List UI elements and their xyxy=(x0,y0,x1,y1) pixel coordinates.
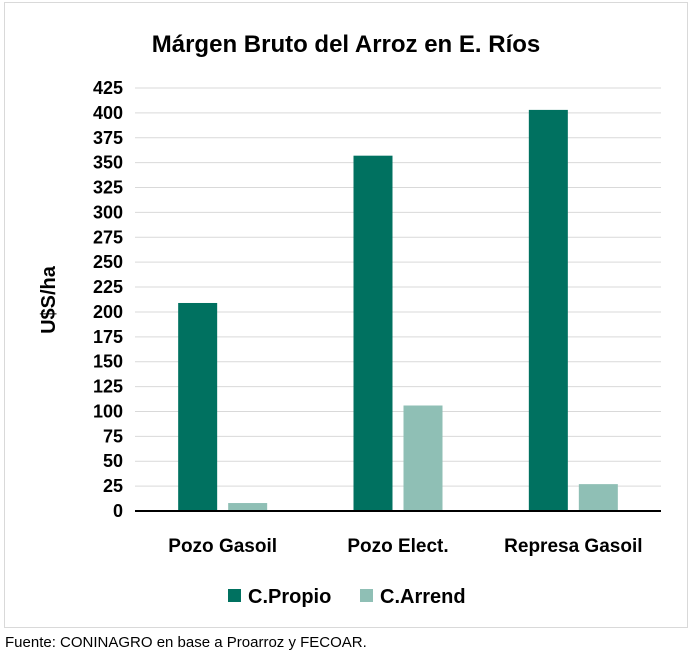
bars xyxy=(178,109,618,511)
legend-swatch xyxy=(228,589,241,602)
y-tick-label: 125 xyxy=(93,377,123,397)
x-tick-label: Pozo Elect. xyxy=(347,536,448,557)
y-tick-label: 425 xyxy=(93,78,123,98)
legend: C.Propio C.Arrend xyxy=(228,586,466,608)
source-note: Fuente: CONINAGRO en base a Proarroz y F… xyxy=(5,634,367,651)
legend-label: C.Arrend xyxy=(380,586,466,608)
y-tick-label: 275 xyxy=(93,227,123,247)
y-tick-label: 300 xyxy=(93,202,123,222)
y-tick-label: 175 xyxy=(93,327,123,347)
y-tick-labels: 0 25 50 75 100 125 150 175 200 225 250 275 300 325 350… xyxy=(93,78,123,521)
chart-frame xyxy=(4,2,688,628)
bar-c-arrend-0 xyxy=(228,503,268,511)
y-tick-label: 100 xyxy=(93,401,123,421)
y-tick-label: 250 xyxy=(93,252,123,272)
legend-swatch xyxy=(360,589,373,602)
y-tick-label: 0 xyxy=(113,501,123,521)
bar-c-propio-2 xyxy=(528,109,568,511)
y-tick-label: 75 xyxy=(103,426,123,446)
y-tick-label: 350 xyxy=(93,153,123,173)
x-tick-label: Pozo Gasoil xyxy=(168,536,277,557)
legend-label: C.Propio xyxy=(248,586,331,608)
chart-svg: Márgen Bruto del Arroz en E. Ríos 0 25 50 7… xyxy=(38,31,661,608)
y-axis-label: U$S/ha xyxy=(38,265,60,334)
y-tick-label: 150 xyxy=(93,352,123,372)
bar-c-arrend-2 xyxy=(578,484,618,511)
bar-c-arrend-1 xyxy=(403,405,443,511)
x-tick-labels: Pozo Gasoil Pozo Elect. Represa Gasoil xyxy=(168,536,642,557)
y-tick-label: 25 xyxy=(103,476,123,496)
bar-c-propio-0 xyxy=(178,302,218,511)
y-tick-label: 200 xyxy=(93,302,123,322)
y-tick-label: 225 xyxy=(93,277,123,297)
y-tick-label: 400 xyxy=(93,103,123,123)
gridlines xyxy=(135,87,661,487)
y-tick-label: 50 xyxy=(103,451,123,471)
x-tick-label: Represa Gasoil xyxy=(504,536,642,557)
y-tick-label: 325 xyxy=(93,178,123,198)
bar-c-propio-1 xyxy=(353,155,393,511)
y-tick-label: 375 xyxy=(93,128,123,148)
chart-title: Márgen Bruto del Arroz en E. Ríos xyxy=(152,31,541,58)
